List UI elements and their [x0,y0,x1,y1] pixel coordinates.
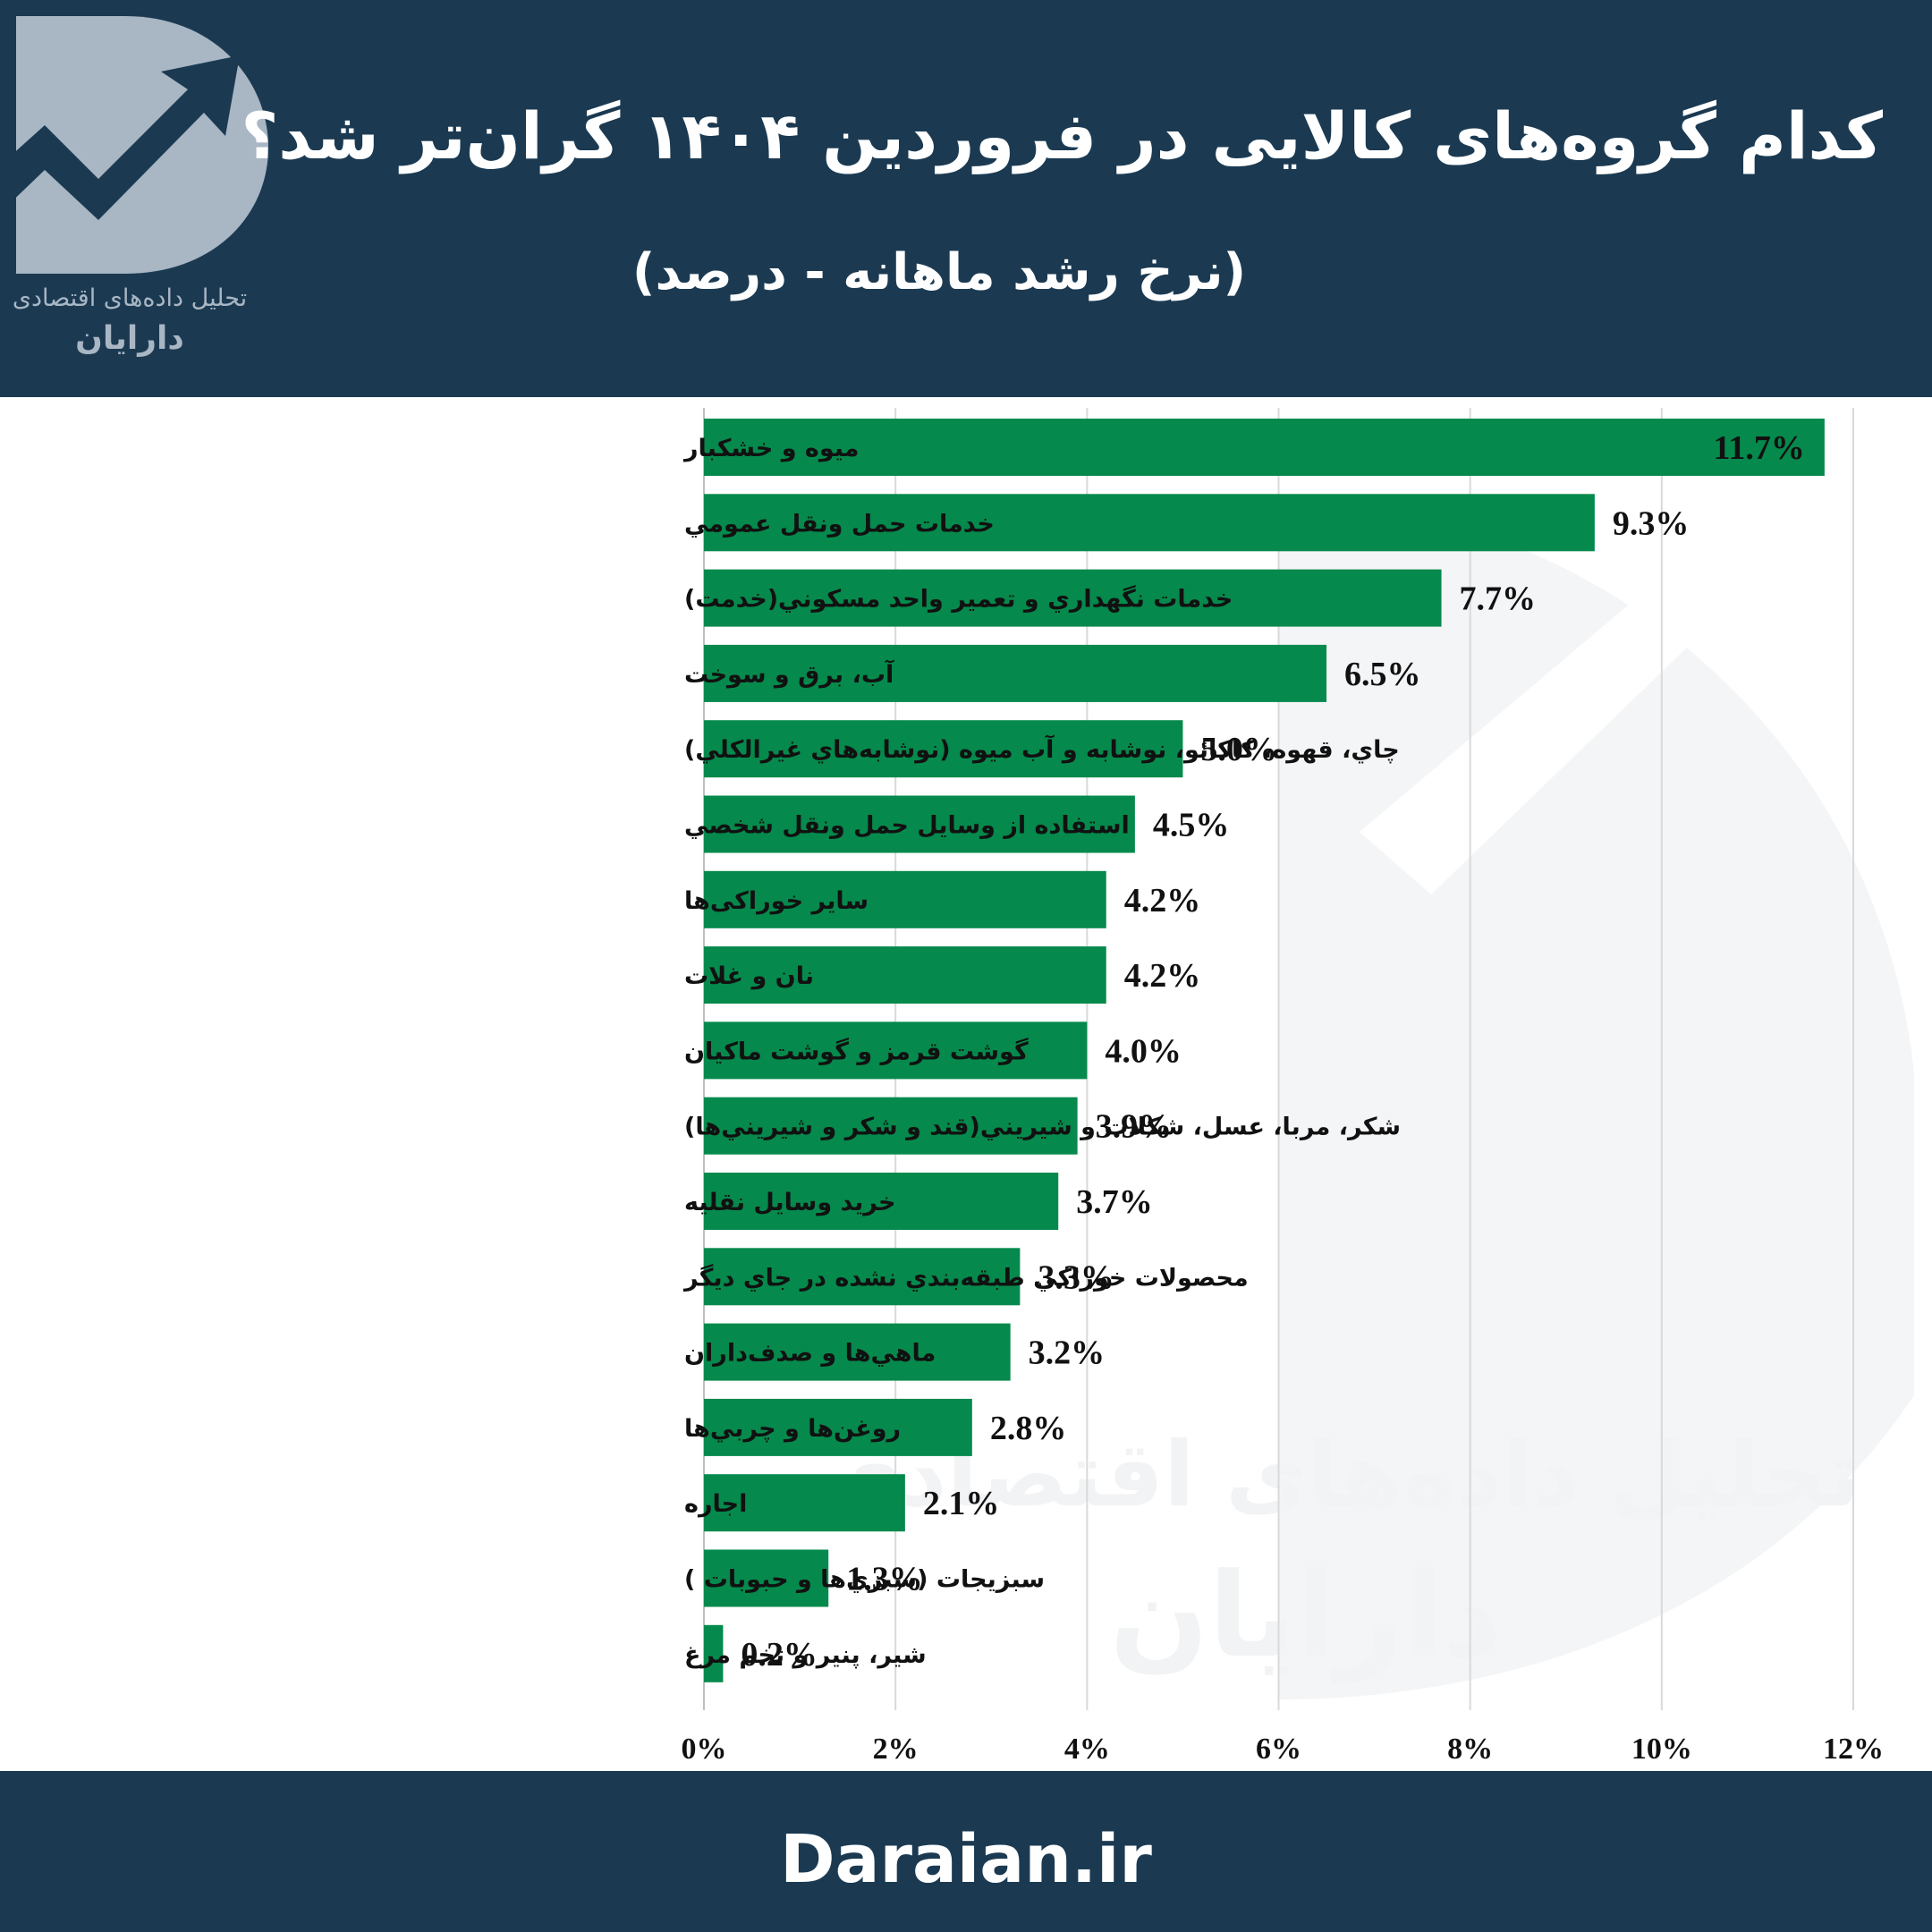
bar-12 [704,1323,1011,1381]
page-subtitle: (نرخ رشد ماهانه - درصد) [631,243,1247,301]
logo-tagline: تحلیل داده‌های اقتصادی [12,284,248,312]
value-label-15: 1.3% [846,1561,922,1598]
category-label-8: گوشت قرمز و گوشت ماكيان [684,1037,1029,1065]
logo-arrow-shape [0,55,240,220]
value-label-4: 5.0% [1200,731,1277,768]
category-label-10: خريد وسايل نقليه [684,1189,896,1216]
value-label-13: 2.8% [990,1410,1067,1447]
x-tick-label-2: 2% [873,1733,919,1766]
bar-10 [704,1173,1059,1230]
bar-7 [704,946,1106,1004]
value-label-3: 6.5% [1344,656,1421,693]
value-label-2: 7.7% [1460,580,1537,618]
value-label-16: 0.2% [741,1636,818,1674]
bar-14 [704,1474,905,1532]
bar-1 [704,494,1595,552]
bar-11 [704,1248,1021,1306]
category-label-11: محصولات خوراكي طبقه‌بندي نشده در جاي ديگ… [682,1263,1249,1292]
category-label-15: سبزيجات (سبزي‌ها و حبوبات ) [684,1566,1045,1594]
category-label-0: ميوه و خشكبار [682,435,860,462]
category-label-12: ماهي‌ها و صدف‌داران [684,1340,936,1368]
bar-0 [704,419,1825,476]
value-label-6: 4.2% [1124,882,1201,919]
x-tick-label-6: 6% [1256,1733,1301,1766]
trend-arrow-logo-icon [0,16,268,274]
bar-13 [704,1398,972,1456]
bar-6 [704,870,1106,928]
x-tick-label-4: 4% [1064,1733,1110,1766]
bars [704,419,1825,1682]
bar-15 [704,1549,829,1607]
bar-8 [704,1021,1088,1080]
value-label-12: 3.2% [1029,1335,1106,1372]
value-label-1: 9.3% [1613,504,1690,542]
category-label-2: خدمات نگهداري و تعمير واحد مسكوني(خدمت) [684,585,1233,614]
category-label-5: استفاده از وسايل حمل ونقل شخصي [684,812,1130,840]
category-label-3: آب، برق و سوخت [684,659,894,689]
bar-9 [704,1097,1078,1155]
value-label-11: 3.3% [1038,1258,1114,1296]
category-label-1: خدمات حمل ونقل عمومي [684,510,995,538]
bar-3 [704,644,1327,702]
value-label-7: 4.2% [1124,957,1201,995]
bar-5 [704,795,1135,853]
watermark-text-1: تحلیل داده‌های اقتصادی [818,1422,1860,1527]
value-label-14: 2.1% [923,1485,1000,1522]
bar-2 [704,569,1442,627]
header-band [0,0,1932,397]
category-label-7: نان و غلات [684,962,814,990]
category-label-9: شكر، مربا، عسل، شكلات و شيريني(قند و شكر… [684,1114,1401,1141]
bar-16 [704,1624,724,1682]
value-label-10: 3.7% [1076,1183,1153,1221]
category-label-6: سایر خوراکی‌ها [684,887,869,915]
category-label-13: روغن‌ها و چربي‌ها [684,1415,901,1443]
watermark-text-2: دارایان [1109,1547,1503,1683]
x-tick-label-8: 8% [1447,1733,1493,1766]
category-label-14: اجاره [684,1490,747,1518]
footer-band [0,1771,1932,1932]
category-label-16: شير، پنير و تخم مرغ [684,1641,927,1669]
value-label-0: 11.7% [1713,429,1804,467]
value-label-5: 4.5% [1153,807,1230,844]
logo-brand: دارایان [75,320,184,357]
page-title: کدام گروه‌های کالایی در فروردین ۱۴۰۴ گرا… [241,98,1883,174]
value-label-9: 3.9% [1096,1108,1173,1146]
value-label-8: 4.0% [1105,1032,1182,1070]
x-tick-label-0: 0% [682,1733,727,1766]
site-url: Daraian.ir [780,1821,1152,1898]
labels: 0% 2% 4% 6% 8% 10% 12% ميوه و خشكبار 11.7% خدمات … [682,429,1885,1766]
x-tick-label-10: 10% [1631,1733,1692,1766]
bar-4 [704,720,1183,778]
x-tick-label-12: 12% [1823,1733,1884,1766]
category-label-4: چاي، قهوه، كاكائو، نوشابه و آب ميوه (نوش… [684,734,1400,764]
watermark-arrow-shape [1360,537,1753,894]
